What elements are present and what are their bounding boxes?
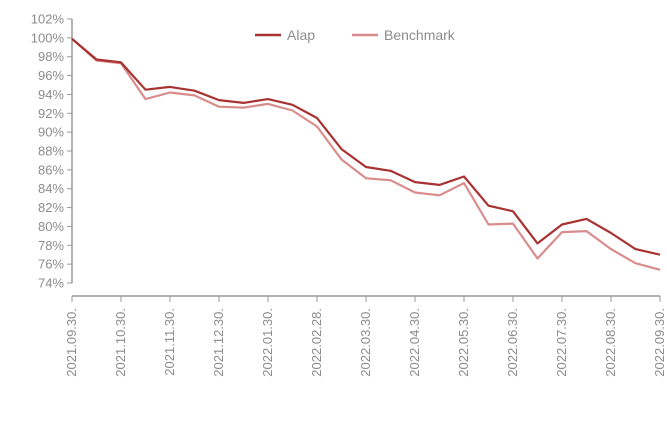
y-tick-label: 100% [31, 30, 65, 45]
y-tick-label: 90% [38, 125, 64, 140]
legend: Alap Benchmark [255, 27, 456, 43]
x-tick-label: 2021.09.30. [64, 308, 79, 377]
x-tick-label: 2022.02.28. [309, 308, 324, 377]
y-tick-label: 80% [38, 219, 64, 234]
x-tick-label: 2022.07.30. [554, 308, 569, 377]
y-tick-label: 84% [38, 181, 64, 196]
x-tick-label: 2022.08.30. [603, 308, 618, 377]
x-tick-label: 2022.09.30. [652, 308, 667, 377]
x-tick-label: 2022.01.30. [260, 308, 275, 377]
series-line-alap [71, 37, 661, 256]
series-layer [71, 37, 661, 271]
y-tick-label: 78% [38, 238, 64, 253]
x-tick-label: 2021.10.30. [113, 308, 128, 377]
x-tick-label: 2022.04.30. [407, 308, 422, 377]
series-line-benchmark [71, 37, 661, 271]
y-tick-label: 98% [38, 49, 64, 64]
y-tick-label: 96% [38, 68, 64, 83]
legend-label-benchmark: Benchmark [384, 27, 456, 43]
y-tick-label: 102% [31, 12, 65, 27]
y-tick-label: 92% [38, 106, 64, 121]
x-tick-label: 2021.11.30. [162, 308, 177, 376]
y-tick-label: 76% [38, 257, 64, 272]
x-tick-label: 2022.03.30. [358, 308, 373, 377]
axes: 102% 100% 98% 96% 94% 92% 90% 88% 86% 84% 82% 80% 78… [31, 12, 667, 377]
x-tick-label: 2022.06.30. [505, 308, 520, 377]
y-tick-label: 88% [38, 144, 64, 159]
y-tick-label: 86% [38, 162, 64, 177]
y-tick-label: 74% [38, 276, 64, 291]
x-tick-label: 2021.12.30. [211, 308, 226, 377]
x-tick-label: 2022.05.30. [456, 308, 471, 377]
legend-label-alap: Alap [287, 27, 315, 43]
y-tick-label: 94% [38, 87, 64, 102]
y-tick-label: 82% [38, 200, 64, 215]
